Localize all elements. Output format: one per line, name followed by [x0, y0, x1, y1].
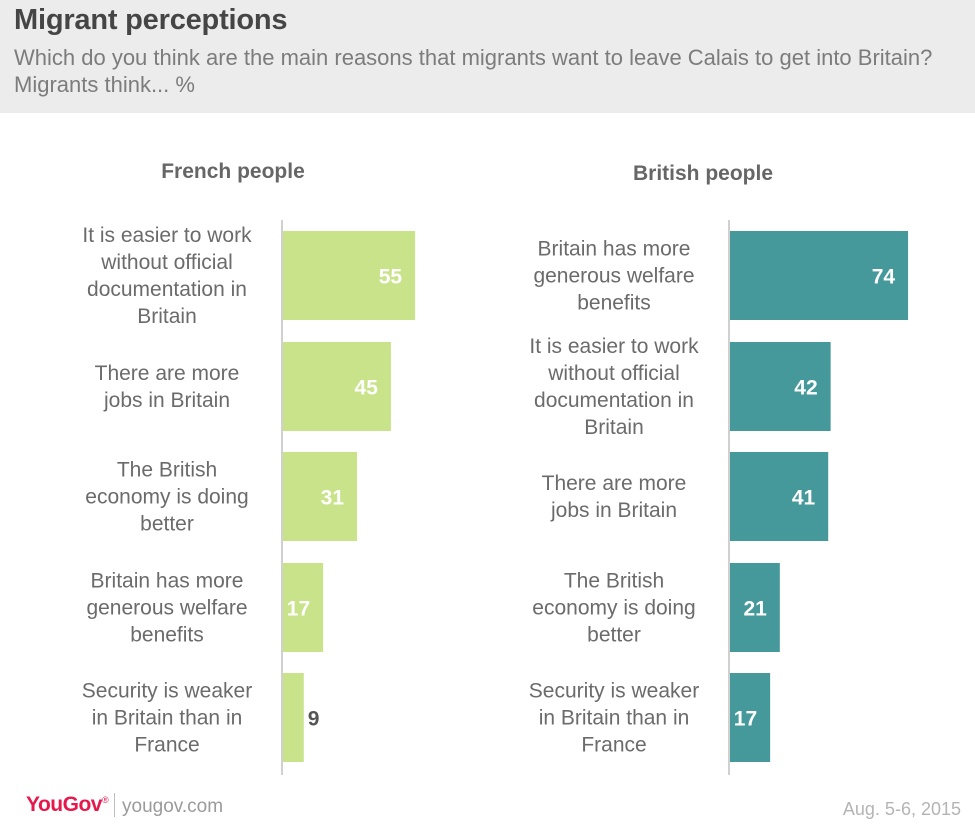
french-data-label: 31 [321, 487, 345, 510]
british-category-line: France [581, 734, 646, 757]
french-category-line: in Britain than in [92, 707, 243, 730]
british-category-line: Britain has more [538, 238, 691, 261]
footer-site: yougov.com [122, 796, 224, 817]
british-category-label: Security is weaker in Britain than in Fran… [529, 680, 699, 757]
logo-mark: ® [101, 795, 109, 805]
british-bar [729, 231, 909, 320]
british-data-label: 17 [734, 708, 757, 731]
british-category-line: Britain [584, 416, 644, 439]
yougov-logo: YouGov® [26, 793, 109, 817]
french-bar [282, 231, 416, 320]
french-data-label: 55 [379, 266, 403, 289]
french-bar [282, 673, 304, 762]
french-panel-title: French people [161, 160, 305, 183]
british-category-line: in Britain than in [539, 707, 690, 730]
french-data-label: 45 [355, 377, 379, 400]
french-category-line: It is easier to work [82, 224, 252, 247]
french-category-line: The British [117, 459, 217, 482]
french-category-line: benefits [130, 624, 204, 647]
british-category-label: There are more jobs in Britain [542, 472, 687, 522]
french-category-line: jobs in Britain [103, 389, 230, 412]
chart-title: Migrant perceptions [14, 4, 288, 36]
french-category-line: Britain [137, 305, 197, 328]
british-data-label: 21 [743, 598, 767, 621]
british-bar [729, 342, 831, 431]
british-panel-title: British people [633, 162, 773, 185]
british-bar [729, 563, 780, 652]
british-category-line: economy is doing [532, 597, 695, 620]
british-bar [729, 452, 829, 541]
british-category-line: generous welfare [533, 265, 694, 288]
header-band: Migrant perceptions Which do you think a… [0, 0, 975, 113]
british-bar [729, 673, 771, 762]
british-category-label: Britain has more generous welfare benefits [533, 238, 694, 315]
french-category-line: without official [100, 251, 233, 274]
footer-divider [114, 793, 115, 817]
british-category-line: without official [547, 362, 680, 385]
logo-text: YouGov [26, 793, 102, 816]
french-category-line: There are more [95, 362, 240, 385]
french-category-line: Britain has more [91, 570, 244, 593]
british-category-line: Security is weaker [529, 680, 699, 703]
french-bar [282, 342, 391, 431]
french-category-line: France [134, 734, 199, 757]
british-category-label: The British economy is doing better [532, 570, 695, 647]
british-category-line: benefits [577, 292, 651, 315]
british-data-label: 42 [794, 377, 817, 400]
british-category-line: It is easier to work [529, 335, 699, 358]
british-category-label: It is easier to work without official docu… [529, 335, 699, 439]
french-category-label: The British economy is doing better [85, 459, 248, 536]
british-data-label: 41 [792, 487, 816, 510]
british-category-line: documentation in [534, 389, 694, 412]
french-data-label: 9 [308, 708, 320, 731]
british-category-line: better [587, 624, 641, 647]
chart-subtitle: Which do you think are the main reasons … [14, 45, 933, 97]
british-category-line: The British [564, 570, 664, 593]
french-category-label: There are more jobs in Britain [95, 362, 240, 412]
french-category-line: economy is doing [85, 486, 248, 509]
french-category-line: Security is weaker [82, 680, 252, 703]
footer-date: Aug. 5-6, 2015 [842, 799, 961, 819]
french-category-line: documentation in [87, 278, 247, 301]
french-category-line: generous welfare [86, 597, 247, 620]
french-category-label: Security is weaker in Britain than in Fran… [82, 680, 252, 757]
french-data-label: 17 [287, 598, 310, 621]
french-category-label: Britain has more generous welfare benefits [86, 570, 247, 647]
french-bar [282, 563, 324, 652]
british-data-label: 74 [872, 266, 896, 289]
british-category-line: There are more [542, 472, 687, 495]
british-category-line: jobs in Britain [550, 499, 677, 522]
french-category-label: It is easier to work without official docu… [82, 224, 252, 328]
french-category-line: better [140, 513, 194, 536]
french-bar [282, 452, 358, 541]
